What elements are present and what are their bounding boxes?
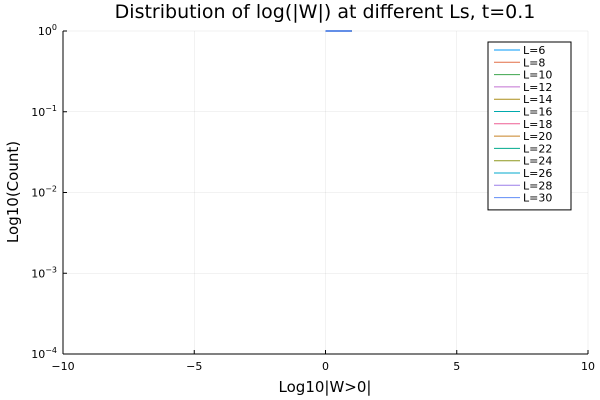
y-tick-label: 10−1	[31, 104, 57, 119]
legend-label: L=26	[523, 167, 552, 180]
legend-box	[487, 41, 572, 211]
legend-label: L=28	[523, 179, 552, 192]
legend-label: L=8	[523, 56, 545, 69]
y-axis-title: Log10(Count)	[4, 141, 22, 243]
legend-label: L=30	[523, 192, 552, 205]
x-axis-title: Log10|W>0|	[279, 378, 372, 396]
x-tick-label: 10	[581, 360, 595, 373]
legend: L=6L=8L=10L=12L=14L=16L=18L=20L=22L=24L=…	[487, 41, 572, 211]
x-tick-label: 0	[322, 360, 329, 373]
legend-label: L=12	[523, 81, 552, 94]
legend-label: L=24	[523, 155, 552, 168]
legend-label: L=10	[523, 69, 552, 82]
legend-label: L=22	[523, 142, 552, 155]
x-tick-label: −10	[51, 360, 74, 373]
legend-label: L=18	[523, 118, 552, 131]
legend-label: L=16	[523, 106, 552, 119]
axes	[62, 30, 589, 355]
legend-label: L=14	[523, 93, 552, 106]
y-tick-label: 10−4	[31, 346, 57, 361]
y-tick-label: 100	[38, 23, 57, 38]
y-tick-label: 10−2	[31, 185, 57, 200]
x-tick-labels: −10 −5 0 5 10	[51, 360, 595, 373]
legend-label: L=20	[523, 130, 552, 143]
legend-label: L=6	[523, 44, 545, 57]
x-tick-label: −5	[186, 360, 202, 373]
chart-title: Distribution of log(|W|) at different Ls…	[115, 1, 536, 23]
y-tick-labels: 100 10−1 10−2 10−3 10−4	[31, 23, 57, 361]
y-tick-label: 10−3	[31, 265, 57, 280]
x-tick-label: 5	[453, 360, 460, 373]
